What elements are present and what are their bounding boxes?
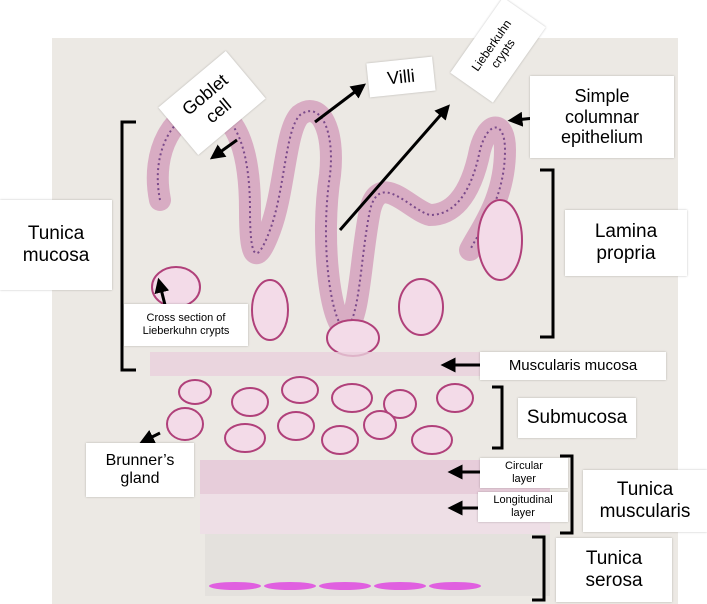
label-muscularis-mucosa: Muscularis mucosa <box>480 352 666 380</box>
arrows <box>139 83 536 516</box>
crypt-section <box>251 279 289 341</box>
submucosa-bracket <box>492 385 504 450</box>
tunica-muscularis-bracket <box>560 454 574 535</box>
villi-epithelium <box>146 98 517 344</box>
brunner-glands <box>166 376 474 455</box>
label-brunners-gland: Brunner’s gland <box>86 443 194 497</box>
villi-arrow <box>314 83 366 124</box>
brunner-arrow <box>139 429 161 444</box>
label-cross-section-crypts: Cross section of Lieberkuhn crypts <box>124 304 248 346</box>
crypt-section <box>477 199 523 281</box>
label-tunica-mucosa: Tunica mucosa <box>0 200 112 290</box>
label-villi: Villi <box>366 56 436 98</box>
brackets <box>120 120 574 602</box>
tunica-mucosa-bracket <box>120 120 136 372</box>
crypts-arrow <box>338 104 450 231</box>
label-tunica-serosa: Tunica serosa <box>556 538 672 602</box>
cross-section-arrow <box>154 277 170 306</box>
label-circular-layer: Circular layer <box>480 458 568 488</box>
goblet-arrow <box>209 138 238 160</box>
label-lamina-propria: Lamina propria <box>565 210 687 276</box>
label-tunica-muscularis: Tunica muscularis <box>583 470 707 532</box>
crypt-section <box>398 278 444 336</box>
label-submucosa: Submucosa <box>518 398 636 438</box>
label-longitudinal-layer: Longitudinal layer <box>478 492 568 522</box>
lamina-propria-bracket <box>540 168 555 339</box>
tunica-serosa-bracket <box>532 535 546 602</box>
label-simple-columnar-epithelium: Simple columnar epithelium <box>530 76 674 158</box>
serosa-cells <box>209 582 481 590</box>
crypt-section <box>326 319 380 357</box>
muscularis-mucosa-band <box>150 352 480 376</box>
